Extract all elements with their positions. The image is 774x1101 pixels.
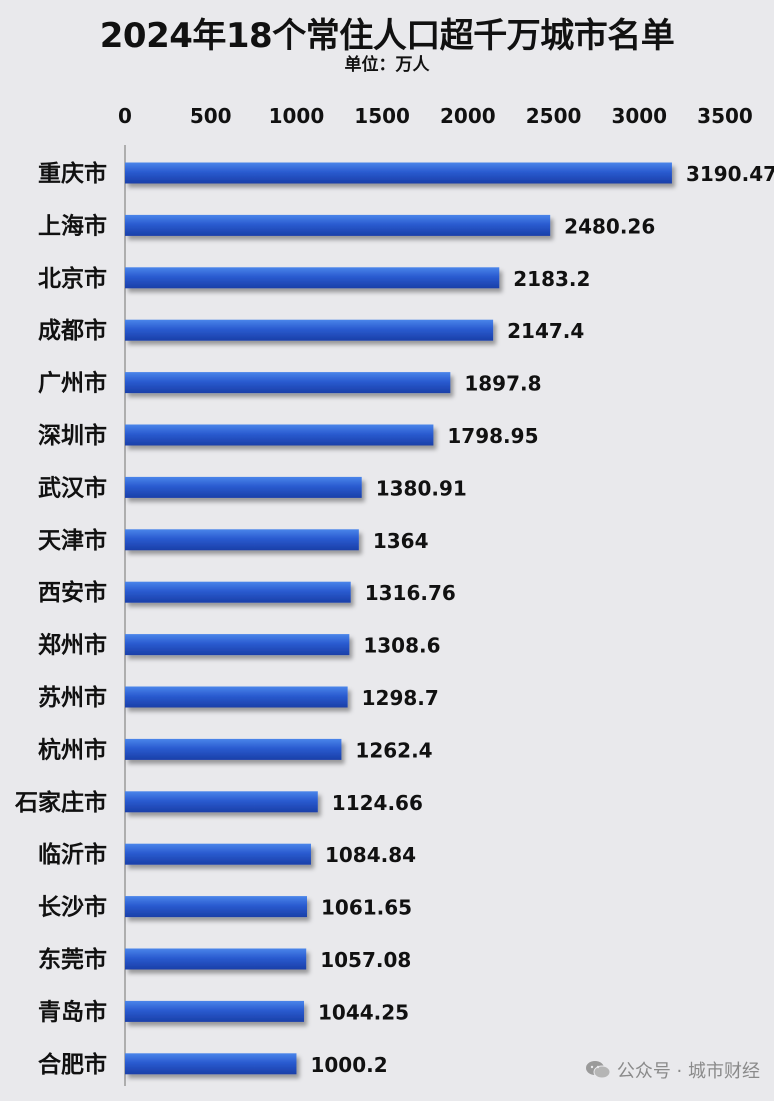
x-tick-label: 1500: [354, 104, 410, 128]
bar: [125, 686, 348, 708]
wechat-icon: [585, 1061, 611, 1079]
category-label: 东莞市: [38, 946, 107, 973]
bar: [125, 843, 311, 865]
chart-title: 2024年18个常住人口超千万城市名单: [99, 16, 675, 56]
category-label: 天津市: [38, 527, 107, 554]
bar: [125, 424, 434, 446]
bar: [125, 529, 359, 551]
data-label: 1061.65: [321, 896, 412, 920]
bar: [125, 1000, 305, 1022]
bar: [125, 896, 307, 918]
data-label: 1262.4: [355, 738, 432, 762]
category-label: 郑州市: [38, 632, 107, 659]
category-label: 重庆市: [38, 160, 107, 187]
data-label: 3190.47: [686, 162, 774, 186]
data-label: 1897.8: [464, 372, 541, 396]
data-label: 2480.26: [564, 214, 655, 238]
bar: [125, 476, 362, 498]
bar: [125, 162, 672, 184]
category-label: 合肥市: [38, 1051, 107, 1078]
x-tick-label: 3500: [697, 104, 753, 128]
chart-subtitle: 单位：万人: [344, 55, 430, 75]
category-label: 深圳市: [38, 422, 107, 449]
bar: [125, 319, 494, 341]
category-label: 临沂市: [38, 841, 107, 868]
bar: [125, 634, 350, 656]
data-label: 1316.76: [365, 581, 456, 605]
bar: [125, 214, 551, 236]
data-label: 1798.95: [447, 424, 538, 448]
data-label: 1298.7: [362, 686, 439, 710]
data-label: 1364: [373, 529, 429, 553]
category-label: 石家庄市: [14, 789, 107, 816]
x-tick-label: 500: [190, 104, 232, 128]
data-label: 2147.4: [507, 319, 584, 343]
watermark: 公众号 · 城市财经: [585, 1057, 760, 1083]
data-label: 1308.6: [363, 634, 440, 658]
bar: [125, 948, 307, 970]
bar: [125, 738, 342, 760]
x-tick-label: 3000: [611, 104, 667, 128]
bar: [125, 1053, 297, 1075]
data-label: 1057.08: [320, 948, 411, 972]
data-label: 1084.84: [325, 843, 416, 867]
category-label: 杭州市: [38, 736, 107, 763]
category-label: 长沙市: [38, 894, 107, 921]
data-label: 2183.2: [513, 267, 590, 291]
bar: [125, 791, 318, 813]
data-label: 1044.25: [318, 1000, 409, 1024]
category-label: 青岛市: [38, 998, 107, 1025]
category-label: 苏州市: [38, 684, 107, 711]
x-tick-label: 2500: [526, 104, 582, 128]
x-tick-label: 0: [118, 104, 132, 128]
data-label: 1124.66: [332, 791, 423, 815]
category-label: 西安市: [38, 579, 107, 606]
data-label: 1000.2: [310, 1053, 387, 1077]
bar: [125, 372, 451, 394]
category-label: 广州市: [38, 370, 107, 397]
x-tick-label: 1000: [269, 104, 325, 128]
category-label: 北京市: [38, 265, 107, 292]
bar: [125, 267, 500, 289]
category-label: 上海市: [38, 212, 107, 239]
category-label: 成都市: [38, 317, 107, 344]
bar: [125, 581, 351, 603]
x-tick-label: 2000: [440, 104, 496, 128]
data-label: 1380.91: [376, 476, 467, 500]
watermark-text: 公众号 · 城市财经: [616, 1061, 760, 1082]
category-label: 武汉市: [38, 474, 107, 501]
